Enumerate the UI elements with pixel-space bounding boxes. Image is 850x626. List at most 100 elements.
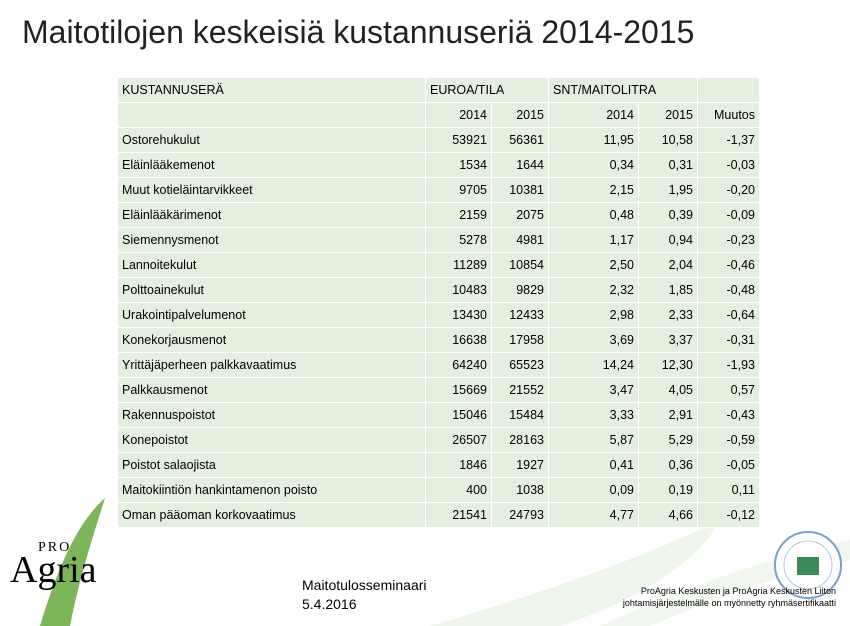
cell: 12,30: [638, 352, 698, 378]
row: Konekorjausmenot 16638 17958 3,69 3,37 -0,31: [117, 327, 760, 353]
cert-text: ProAgria Keskusten ja ProAgria Keskusten…: [640, 586, 836, 596]
cell: 9829: [491, 277, 549, 303]
row: Oman pääoman korkovaatimus 21541 24793 4,77…: [117, 502, 760, 528]
cell: Siemennysmenot: [117, 227, 426, 253]
cell: 53921: [425, 127, 492, 153]
cell: 4,66: [638, 502, 698, 528]
cell: 11289: [425, 252, 492, 278]
cell: 4,77: [548, 502, 639, 528]
cell: 3,33: [548, 402, 639, 428]
cell: 28163: [491, 427, 549, 453]
cell: -0,09: [697, 202, 760, 228]
cell: 26507: [425, 427, 492, 453]
cell: 2,91: [638, 402, 698, 428]
cell: 1038: [491, 477, 549, 503]
cell: 2,50: [548, 252, 639, 278]
cell: 65523: [491, 352, 549, 378]
row: Lannoitekulut 11289 10854 2,50 2,04 -0,46: [117, 252, 760, 278]
cell: KUSTANNUSERÄ: [117, 77, 426, 103]
swoosh: [430, 520, 720, 626]
cell: [697, 77, 760, 103]
cell: Muutos: [697, 102, 760, 128]
cell: 10854: [491, 252, 549, 278]
cost-table: KUSTANNUSERÄ EUROA/TILA SNT/MAITOLITRA 2014…: [117, 77, 760, 528]
row: Konepoistot 26507 28163 5,87 5,29 -0,59: [117, 427, 760, 453]
cell: 5,87: [548, 427, 639, 453]
row: KUSTANNUSERÄ EUROA/TILA SNT/MAITOLITRA: [117, 77, 760, 103]
cell: 3,47: [548, 377, 639, 403]
cell: 1,85: [638, 277, 698, 303]
cell: EUROA/TILA: [425, 77, 549, 103]
cell: 2014: [425, 102, 492, 128]
cell: 2159: [425, 202, 492, 228]
cell: 9705: [425, 177, 492, 203]
cell: 0,19: [638, 477, 698, 503]
cell: -0,05: [697, 452, 760, 478]
cell: 2015: [638, 102, 698, 128]
cell: 15046: [425, 402, 492, 428]
cell: 0,09: [548, 477, 639, 503]
cell: 5278: [425, 227, 492, 253]
cell: -0,23: [697, 227, 760, 253]
cell: Polttoainekulut: [117, 277, 426, 303]
cell: 16638: [425, 327, 492, 353]
cell: 15484: [491, 402, 549, 428]
cell: 5,29: [638, 427, 698, 453]
cell: -0,31: [697, 327, 760, 353]
cell: 4,05: [638, 377, 698, 403]
cell: 21541: [425, 502, 492, 528]
cell: 1927: [491, 452, 549, 478]
cell: -0,03: [697, 152, 760, 178]
cell: 10483: [425, 277, 492, 303]
row: Urakointipalvelumenot 13430 12433 2,98 2,33-…: [117, 302, 760, 328]
row: Yrittäjäperheen palkkavaatimus 64240 65523…: [117, 352, 760, 378]
logo-large: Agria: [10, 549, 97, 591]
cell: [117, 102, 426, 128]
cell: 2075: [491, 202, 549, 228]
cell: 2,98: [548, 302, 639, 328]
cell: 2,15: [548, 177, 639, 203]
cell: -0,46: [697, 252, 760, 278]
cell: 0,57: [697, 377, 760, 403]
cell: Yrittäjäperheen palkkavaatimus: [117, 352, 426, 378]
cert-badge-ring: [783, 540, 833, 590]
cell: Konekorjausmenot: [117, 327, 426, 353]
cell: -1,93: [697, 352, 760, 378]
row: 2014 2015 2014 2015 Muutos: [117, 102, 760, 128]
cell: Lannoitekulut: [117, 252, 426, 278]
cell: -0,59: [697, 427, 760, 453]
cell: 2,04: [638, 252, 698, 278]
cell: 56361: [491, 127, 549, 153]
row: Poistot salaojista 1846 1927 0,41 0,36 -0,05: [117, 452, 760, 478]
cell: Rakennuspoistot: [117, 402, 426, 428]
cell: 0,41: [548, 452, 639, 478]
cell: 0,34: [548, 152, 639, 178]
cell: 0,11: [697, 477, 760, 503]
cell: -0,48: [697, 277, 760, 303]
cell: 2015: [491, 102, 549, 128]
logo-small: PRO: [38, 540, 72, 555]
cell: 1644: [491, 152, 549, 178]
cell: -0,43: [697, 402, 760, 428]
cell: Palkkausmenot: [117, 377, 426, 403]
cell: -0,12: [697, 502, 760, 528]
cell: 2,32: [548, 277, 639, 303]
row: Maitokiintiön hankintamenon poisto 400 103…: [117, 477, 760, 503]
cell: 0,94: [638, 227, 698, 253]
cell: Oman pääoman korkovaatimus: [117, 502, 426, 528]
cell: 11,95: [548, 127, 639, 153]
cell: 4981: [491, 227, 549, 253]
cell: 12433: [491, 302, 549, 328]
date: 5.4.2016: [302, 596, 357, 612]
cell: 2,33: [638, 302, 698, 328]
cell: Urakointipalvelumenot: [117, 302, 426, 328]
cell: 1534: [425, 152, 492, 178]
cell: 21552: [491, 377, 549, 403]
cell: 10,58: [638, 127, 698, 153]
cell: 14,24: [548, 352, 639, 378]
row: Rakennuspoistot 15046 15484 3,33 2,91 -0,43: [117, 402, 760, 428]
cell: 64240: [425, 352, 492, 378]
cell: -0,20: [697, 177, 760, 203]
event: Maitotulosseminaari: [302, 577, 427, 593]
